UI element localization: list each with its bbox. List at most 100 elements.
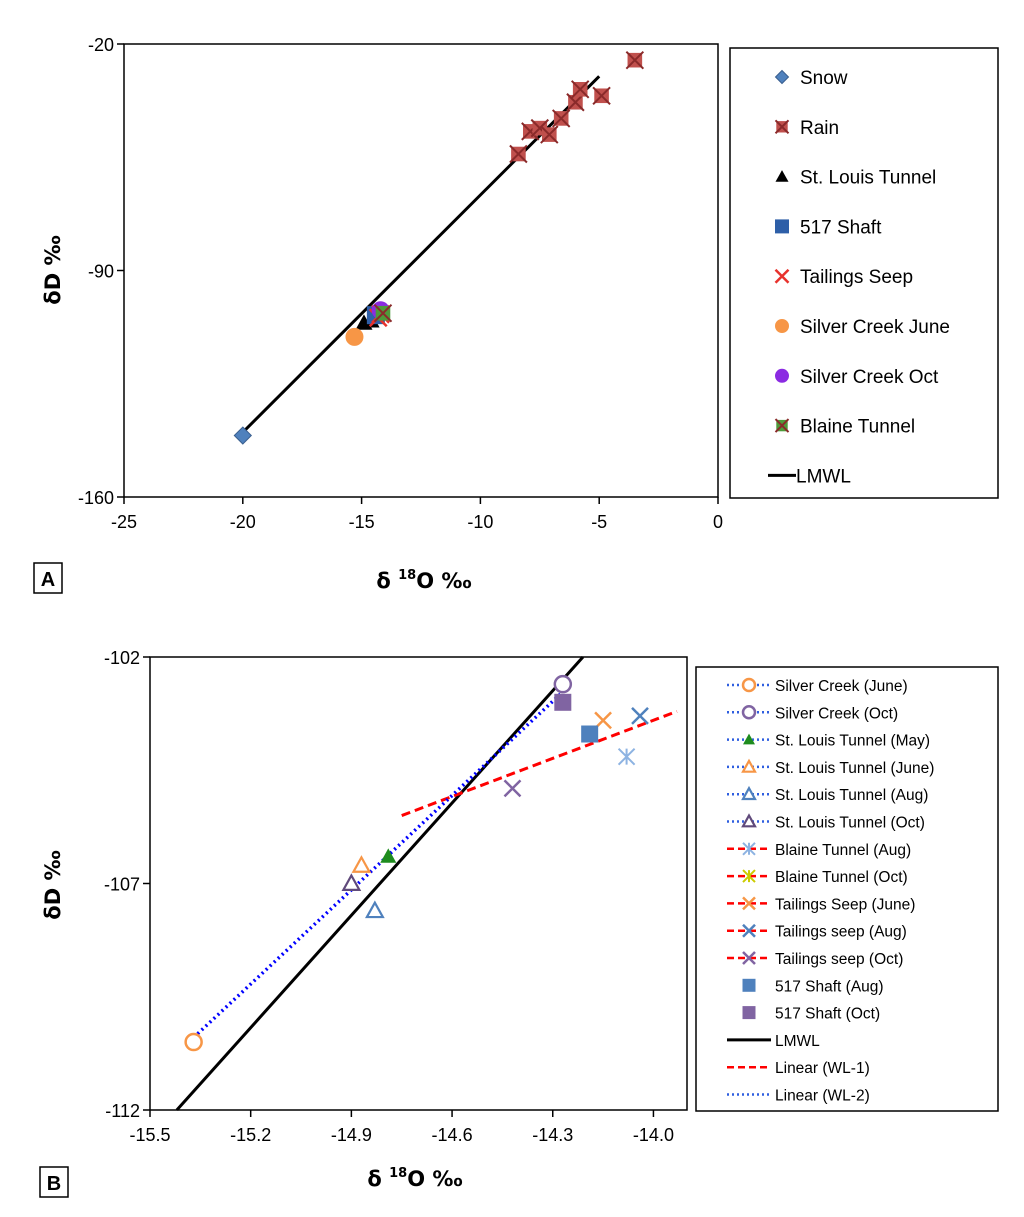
- y-tick-label: -112: [105, 1101, 140, 1121]
- panel-a-lines: [241, 75, 601, 434]
- 517-shaft-oct-point: [554, 693, 572, 711]
- legend-blaine-tunnel-oct-swatch: [742, 869, 756, 883]
- panel-a-ticks: -25 -20 -15 -10 -5 0 -160 -90 -20: [78, 35, 723, 532]
- legend-blaine-tunnel-aug-swatch: [742, 842, 756, 856]
- legend-snow-label: Snow: [800, 68, 848, 89]
- rain-point: [551, 109, 571, 128]
- st-louis-tunnel-june-point: [351, 855, 372, 873]
- panel-b-label: B: [47, 1173, 61, 1195]
- panel-a: -25 -20 -15 -10 -5 0 -160 -90 -20 δ 18O ‰ δD ‰ A…: [33, 35, 999, 594]
- rain-point: [509, 144, 528, 164]
- linear-wl-2-line: [192, 687, 568, 1039]
- legend-silver-creek-oct-label: Silver Creek (Oct): [775, 705, 898, 722]
- panel-b-x-axis-title: δ 18O ‰: [367, 1166, 462, 1191]
- x-tick-label: -5: [591, 512, 607, 532]
- x-tick-label: 0: [713, 512, 723, 532]
- panel-a-x-axis-title: δ 18O ‰: [376, 568, 471, 593]
- x-tick-label: -14.9: [331, 1125, 372, 1145]
- x-tick-label: -15: [349, 512, 375, 532]
- x-tick-label: -14.0: [633, 1125, 674, 1145]
- legend-blaine-tunnel-oct-label: Blaine Tunnel (Oct): [775, 869, 908, 886]
- legend-tailings-seep-june-label: Tailings Seep (June): [775, 896, 915, 913]
- panel-b-label-box: [39, 1166, 69, 1198]
- legend-blaine-tunnel-swatch: [774, 418, 790, 433]
- legend-st-louis-tunnel-june-swatch: [741, 758, 757, 773]
- panel-b-lines: [175, 655, 678, 1112]
- lmwl-line: [175, 655, 585, 1112]
- panel-b-y-axis-title: δD ‰: [41, 850, 65, 919]
- legend-st-louis-tunnel-may-swatch: [743, 733, 755, 745]
- legend-silver-creek-june-label: Silver Creek (June): [775, 678, 908, 695]
- panel-a-plot-area: [123, 43, 719, 498]
- legend-tailings-seep-june-swatch: [742, 896, 756, 911]
- legend-snow-swatch: [774, 69, 790, 85]
- legend-st-louis-tunnel-swatch: [775, 170, 789, 182]
- legend-tailings-seep-oct-label: Tailings seep (Oct): [775, 951, 903, 968]
- silver-creek-oct-point: [553, 674, 573, 694]
- panel-a-label: A: [41, 569, 55, 591]
- st-louis-tunnel-may-point: [380, 848, 397, 863]
- x-tick-label: -15.2: [230, 1125, 271, 1145]
- panel-b-marks: [184, 674, 649, 1052]
- legend-st-louis-tunnel-aug-label: St. Louis Tunnel (Aug): [775, 787, 928, 804]
- legend-517-shaft-label: 517 Shaft: [800, 217, 882, 238]
- legend-linear-wl-2-label: Linear (WL-2): [775, 1088, 870, 1105]
- y-tick-label: -20: [88, 35, 114, 55]
- legend-blaine-tunnel-label: Blaine Tunnel: [800, 417, 915, 438]
- rain-point: [570, 80, 590, 99]
- tailings-seep-oct-point: [503, 779, 522, 798]
- legend-silver-creek-oct-swatch: [741, 705, 757, 720]
- legend-tailings-seep-label: Tailings Seep: [800, 267, 913, 288]
- legend-tailings-seep-aug-label: Tailings seep (Aug): [775, 924, 907, 941]
- y-tick-label: -102: [104, 648, 140, 668]
- x-tick-label: -15.5: [129, 1125, 170, 1145]
- tailings-seep-aug-point: [631, 707, 649, 725]
- legend-517-shaft-aug-label: 517 Shaft (Aug): [775, 978, 884, 995]
- 517-shaft-aug-point: [581, 725, 599, 743]
- legend-st-louis-tunnel-aug-swatch: [741, 785, 757, 801]
- legend-silver-creek-june-label: Silver Creek June: [800, 317, 950, 338]
- legend-rain-swatch: [774, 119, 790, 135]
- legend-517-shaft-swatch: [775, 219, 789, 234]
- y-tick-label: -90: [88, 262, 114, 282]
- silver-creek-june-point: [184, 1032, 203, 1052]
- legend-st-louis-tunnel-oct-label: St. Louis Tunnel (Oct): [775, 815, 925, 832]
- panel-b-legend-entries: Silver Creek (June) Silver Creek (Oct) St.…: [727, 677, 934, 1105]
- panel-a-legend-entries: Snow Rain St. Louis Tunnel 517 Shaft Tailing…: [768, 68, 950, 487]
- x-tick-label: -20: [230, 512, 256, 532]
- legend-tailings-seep-aug-swatch: [742, 923, 756, 938]
- y-tick-label: -107: [104, 875, 140, 895]
- silver-creek-june-point: [345, 327, 364, 346]
- lmwl-line: [241, 75, 601, 434]
- legend-517-shaft-aug-swatch: [742, 978, 756, 992]
- legend-tailings-seep-swatch: [774, 268, 790, 284]
- legend-blaine-tunnel-aug-label: Blaine Tunnel (Aug): [775, 842, 911, 859]
- st-louis-tunnel-oct-point: [341, 873, 362, 892]
- x-tick-label: -14.6: [432, 1125, 473, 1145]
- legend-st-louis-tunnel-oct-swatch: [741, 813, 757, 828]
- legend-st-louis-tunnel-may-label: St. Louis Tunnel (May): [775, 733, 930, 750]
- blaine-tunnel-point: [373, 304, 393, 323]
- legend-st-louis-tunnel-june-label: St. Louis Tunnel (June): [775, 760, 934, 777]
- legend-st-louis-tunnel-label: St. Louis Tunnel: [800, 168, 936, 189]
- x-tick-label: -10: [467, 512, 493, 532]
- blaine-tunnel-aug-point: [617, 747, 636, 766]
- panel-b-ticks: -15.5 -15.2 -14.9 -14.6 -14.3 -14.0 -112 -107 -1…: [104, 648, 674, 1145]
- panel-b: -15.5 -15.2 -14.9 -14.6 -14.3 -14.0 -112 -107 -1…: [39, 648, 999, 1198]
- panel-a-legend: [729, 47, 999, 499]
- legend-silver-creek-oct-swatch: [775, 368, 789, 383]
- legend-lmwl-label: LMWL: [775, 1033, 820, 1050]
- st-louis-tunnel-aug-point: [364, 900, 385, 919]
- legend-tailings-seep-oct-swatch: [742, 951, 756, 965]
- legend-silver-creek-oct-label: Silver Creek Oct: [800, 367, 939, 388]
- snow-point: [233, 426, 253, 445]
- panel-a-marks: [233, 50, 645, 445]
- rain-point: [540, 125, 559, 144]
- legend-517-shaft-oct-swatch: [742, 1006, 756, 1020]
- linear-wl-1-line: [401, 709, 678, 817]
- legend-lmwl-label: LMWL: [796, 466, 851, 487]
- panel-a-label-box: [33, 562, 63, 594]
- legend-517-shaft-oct-label: 517 Shaft (Oct): [775, 1006, 880, 1023]
- rain-point: [592, 86, 611, 105]
- legend-silver-creek-june-swatch: [741, 677, 757, 693]
